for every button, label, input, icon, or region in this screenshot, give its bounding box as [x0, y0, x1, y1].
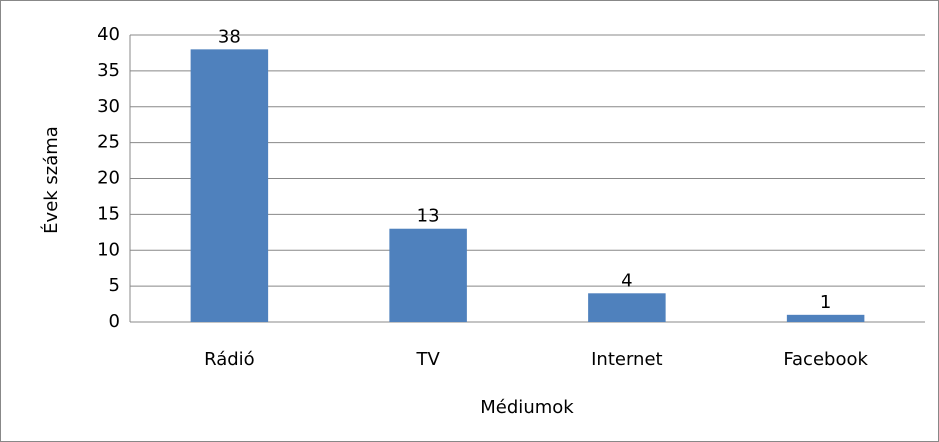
y-tick-label: 15 [97, 203, 120, 224]
x-axis-label: Médiumok [480, 397, 574, 418]
data-label: 1 [820, 292, 831, 313]
bar [786, 314, 865, 322]
y-tick-label: 0 [109, 311, 120, 332]
bar [389, 228, 467, 322]
y-tick-label: 35 [97, 60, 120, 81]
x-tick-label: Rádió [204, 349, 255, 370]
y-tick-label: 5 [109, 275, 120, 296]
bar [190, 49, 269, 322]
data-label: 13 [417, 206, 440, 227]
x-tick-label: Internet [591, 349, 662, 370]
y-tick-label: 20 [97, 168, 120, 189]
y-axis-label: Évek száma [40, 126, 62, 234]
y-tick-label: 10 [97, 239, 120, 260]
y-tick-label: 30 [97, 96, 120, 117]
x-tick-label: Facebook [783, 349, 868, 370]
data-label: 38 [218, 26, 241, 47]
data-label: 4 [621, 270, 632, 291]
y-tick-label: 40 [97, 24, 120, 45]
x-tick-label: TV [415, 349, 440, 370]
y-tick-label: 25 [97, 132, 120, 153]
bar [588, 293, 666, 322]
